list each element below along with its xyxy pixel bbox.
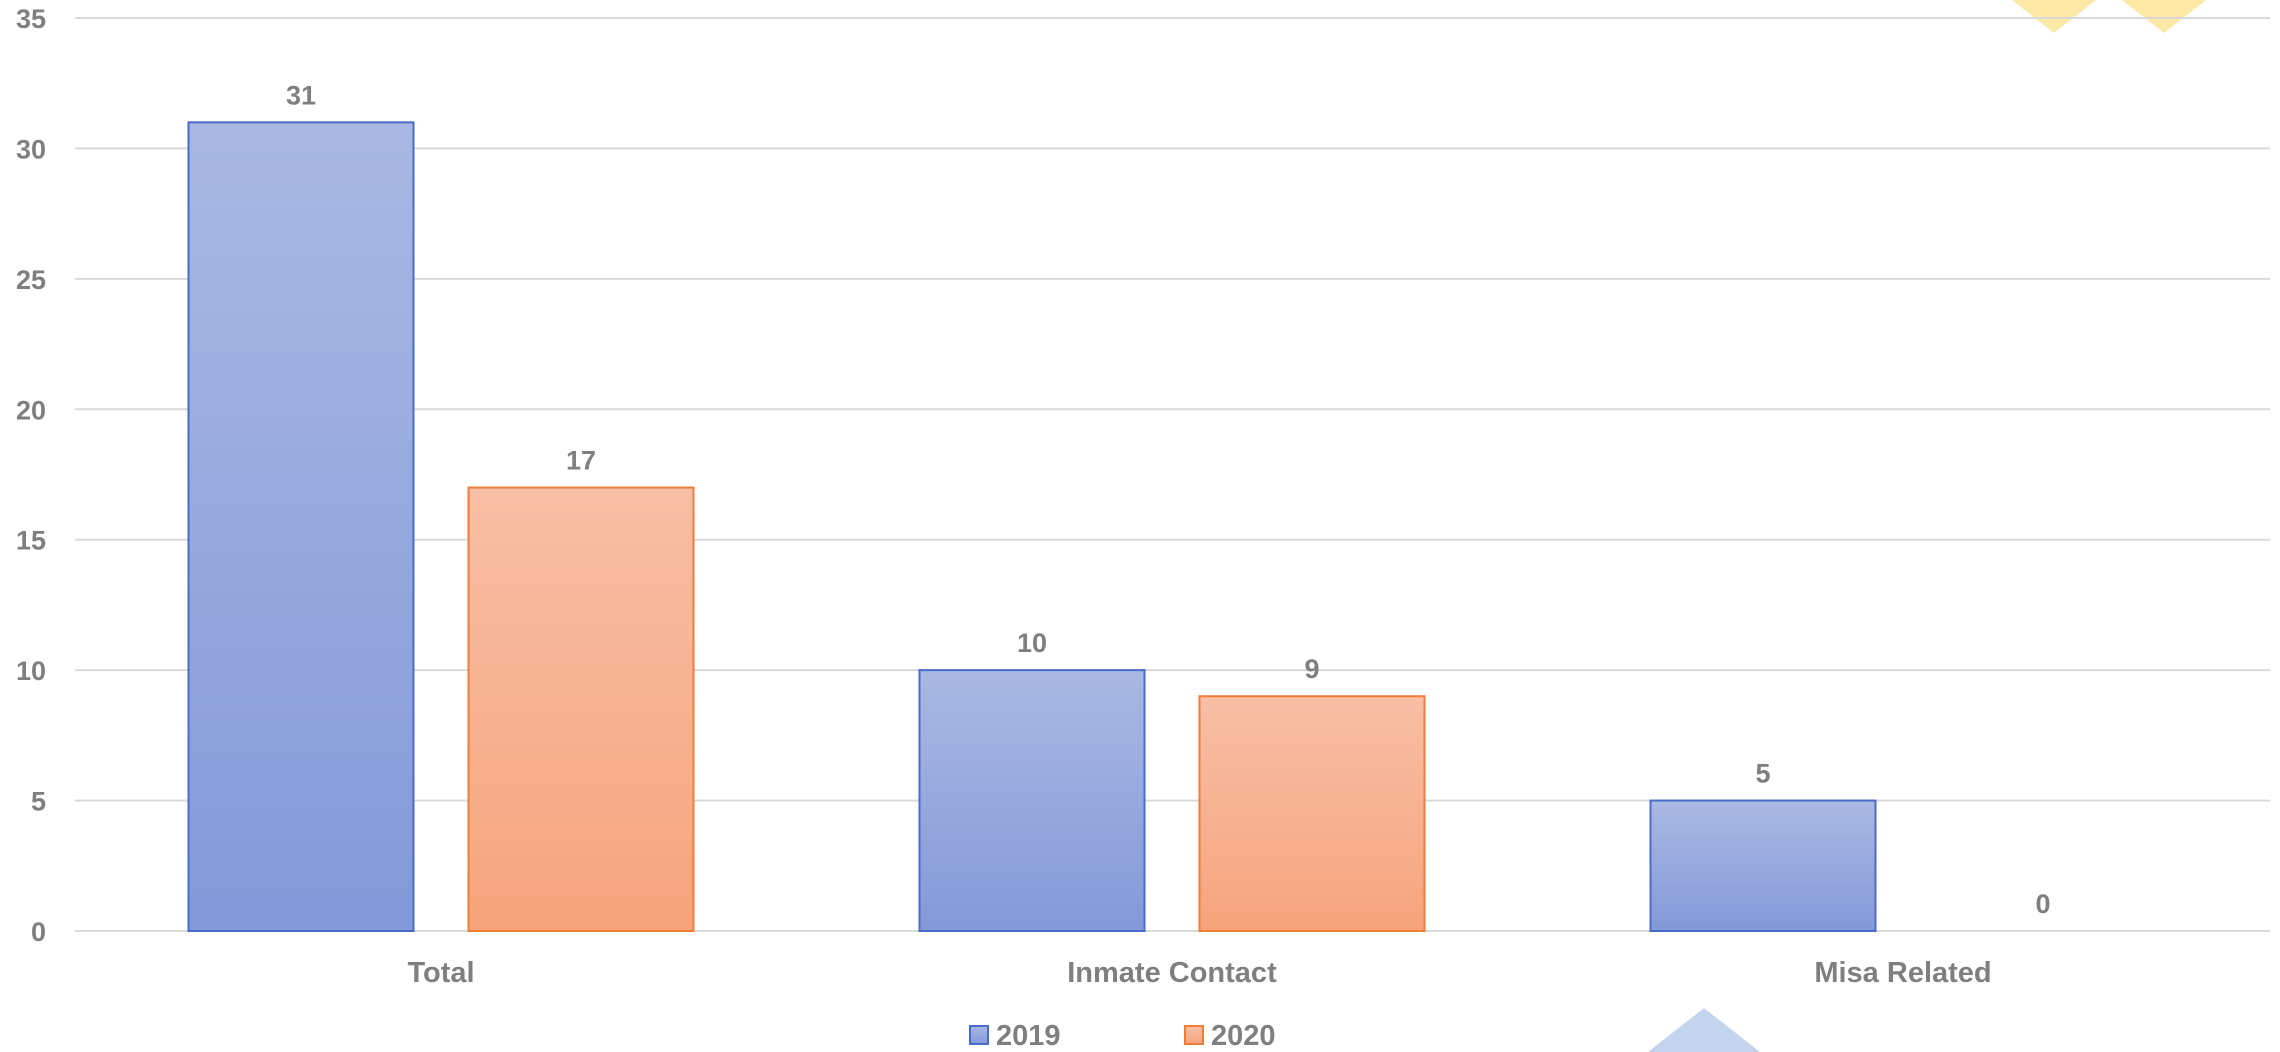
decor-yellow-diamond-2	[2122, 0, 2206, 33]
x-axis-categories: Total Inmate Contact Misa Related	[407, 957, 1991, 989]
legend-label: 2020	[1211, 1020, 1276, 1052]
bar-2020	[1198, 695, 1426, 932]
decorative-shapes	[1648, 0, 2206, 1052]
y-tick-label: 15	[16, 526, 46, 556]
bar-2020	[467, 486, 695, 932]
data-labels: 31 10 5 17 9 0	[286, 80, 2051, 919]
legend-label: 2019	[996, 1020, 1061, 1052]
bars	[187, 121, 1877, 933]
legend-swatch-2019	[969, 1025, 989, 1045]
data-label: 17	[566, 446, 596, 476]
data-label: 5	[1755, 759, 1770, 789]
bar-2019	[918, 669, 1146, 933]
y-tick-label: 20	[16, 395, 46, 425]
data-label: 31	[286, 80, 316, 110]
bar-2019	[187, 121, 415, 933]
decor-blue-diamond	[1648, 1008, 1760, 1052]
y-tick-label: 0	[31, 917, 46, 947]
x-category-label: Inmate Contact	[1067, 957, 1277, 989]
bar-2019	[1649, 799, 1877, 932]
x-category-label: Misa Related	[1814, 957, 1991, 989]
data-label: 10	[1017, 628, 1047, 658]
y-tick-label: 5	[31, 787, 46, 817]
y-tick-label: 10	[16, 656, 46, 686]
x-category-label: Total	[407, 957, 474, 989]
y-tick-label: 35	[16, 4, 46, 34]
y-tick-label: 25	[16, 265, 46, 295]
legend-swatch-2020	[1184, 1025, 1204, 1045]
data-label: 0	[2035, 889, 2050, 919]
gridlines	[75, 17, 2270, 932]
legend: 2019 2020	[969, 1020, 1276, 1052]
y-axis-ticks: 0 5 10 15 20 25 30 35	[16, 4, 46, 947]
y-tick-label: 30	[16, 134, 46, 164]
decor-yellow-diamond-1	[2012, 0, 2096, 33]
data-label: 9	[1304, 654, 1319, 684]
